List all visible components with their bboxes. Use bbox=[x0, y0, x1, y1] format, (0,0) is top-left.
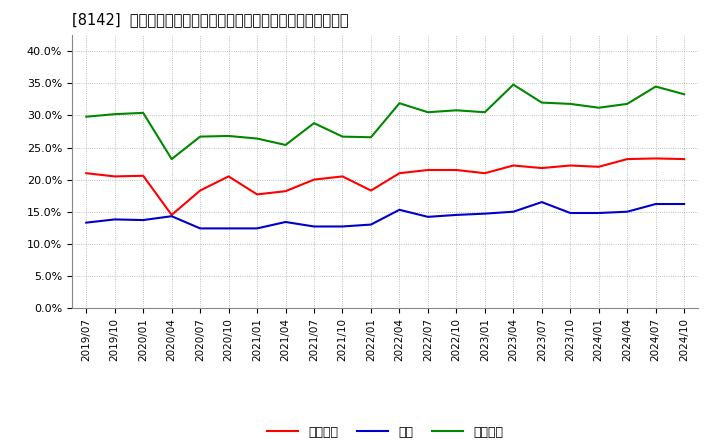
在庫 bbox=[566, 210, 575, 216]
Line: 売上債権: 売上債権 bbox=[86, 158, 684, 215]
在庫 bbox=[225, 226, 233, 231]
在庫 bbox=[395, 207, 404, 213]
売上債権 bbox=[423, 167, 432, 172]
在庫 bbox=[282, 220, 290, 225]
買入債務 bbox=[595, 105, 603, 110]
買入債務 bbox=[680, 92, 688, 97]
売上債権 bbox=[110, 174, 119, 179]
在庫 bbox=[652, 202, 660, 207]
Legend: 売上債権, 在庫, 買入債務: 売上債権, 在庫, 買入債務 bbox=[262, 421, 508, 440]
売上債権 bbox=[310, 177, 318, 182]
在庫 bbox=[310, 224, 318, 229]
買入債務 bbox=[310, 121, 318, 126]
在庫 bbox=[452, 212, 461, 217]
売上債権 bbox=[253, 192, 261, 197]
売上債権 bbox=[366, 188, 375, 193]
売上債権 bbox=[338, 174, 347, 179]
買入債務 bbox=[452, 108, 461, 113]
売上債権 bbox=[509, 163, 518, 168]
買入債務 bbox=[395, 101, 404, 106]
在庫 bbox=[139, 217, 148, 223]
在庫 bbox=[623, 209, 631, 214]
在庫 bbox=[595, 210, 603, 216]
在庫 bbox=[196, 226, 204, 231]
売上債権 bbox=[139, 173, 148, 178]
買入債務 bbox=[167, 157, 176, 162]
買入債務 bbox=[366, 135, 375, 140]
売上債権 bbox=[595, 164, 603, 169]
在庫 bbox=[537, 199, 546, 205]
買入債務 bbox=[225, 133, 233, 139]
売上債権 bbox=[623, 157, 631, 162]
在庫 bbox=[680, 202, 688, 207]
買入債務 bbox=[537, 100, 546, 105]
在庫 bbox=[366, 222, 375, 227]
買入債務 bbox=[652, 84, 660, 89]
買入債務 bbox=[110, 111, 119, 117]
買入債務 bbox=[196, 134, 204, 139]
在庫 bbox=[338, 224, 347, 229]
売上債権 bbox=[196, 188, 204, 193]
買入債務 bbox=[338, 134, 347, 139]
買入債務 bbox=[623, 101, 631, 106]
在庫 bbox=[509, 209, 518, 214]
Line: 在庫: 在庫 bbox=[86, 202, 684, 228]
買入債務 bbox=[423, 110, 432, 115]
売上債権 bbox=[395, 171, 404, 176]
買入債務 bbox=[480, 110, 489, 115]
売上債権 bbox=[282, 188, 290, 194]
買入債務 bbox=[253, 136, 261, 141]
在庫 bbox=[167, 213, 176, 219]
売上債権 bbox=[167, 212, 176, 217]
売上債権 bbox=[480, 171, 489, 176]
売上債権 bbox=[566, 163, 575, 168]
売上債権 bbox=[225, 174, 233, 179]
買入債務 bbox=[566, 101, 575, 106]
買入債務 bbox=[282, 142, 290, 147]
買入債務 bbox=[82, 114, 91, 119]
Line: 買入債務: 買入債務 bbox=[86, 84, 684, 159]
売上債権 bbox=[537, 165, 546, 171]
売上債権 bbox=[652, 156, 660, 161]
Text: [8142]  売上債権、在庫、買入債務の総資産に対する比率の推移: [8142] 売上債権、在庫、買入債務の総資産に対する比率の推移 bbox=[72, 12, 348, 27]
在庫 bbox=[253, 226, 261, 231]
在庫 bbox=[82, 220, 91, 225]
買入債務 bbox=[139, 110, 148, 116]
売上債権 bbox=[680, 157, 688, 162]
売上債権 bbox=[452, 167, 461, 172]
買入債務 bbox=[509, 82, 518, 87]
売上債権 bbox=[82, 171, 91, 176]
在庫 bbox=[480, 211, 489, 216]
在庫 bbox=[423, 214, 432, 220]
在庫 bbox=[110, 217, 119, 222]
